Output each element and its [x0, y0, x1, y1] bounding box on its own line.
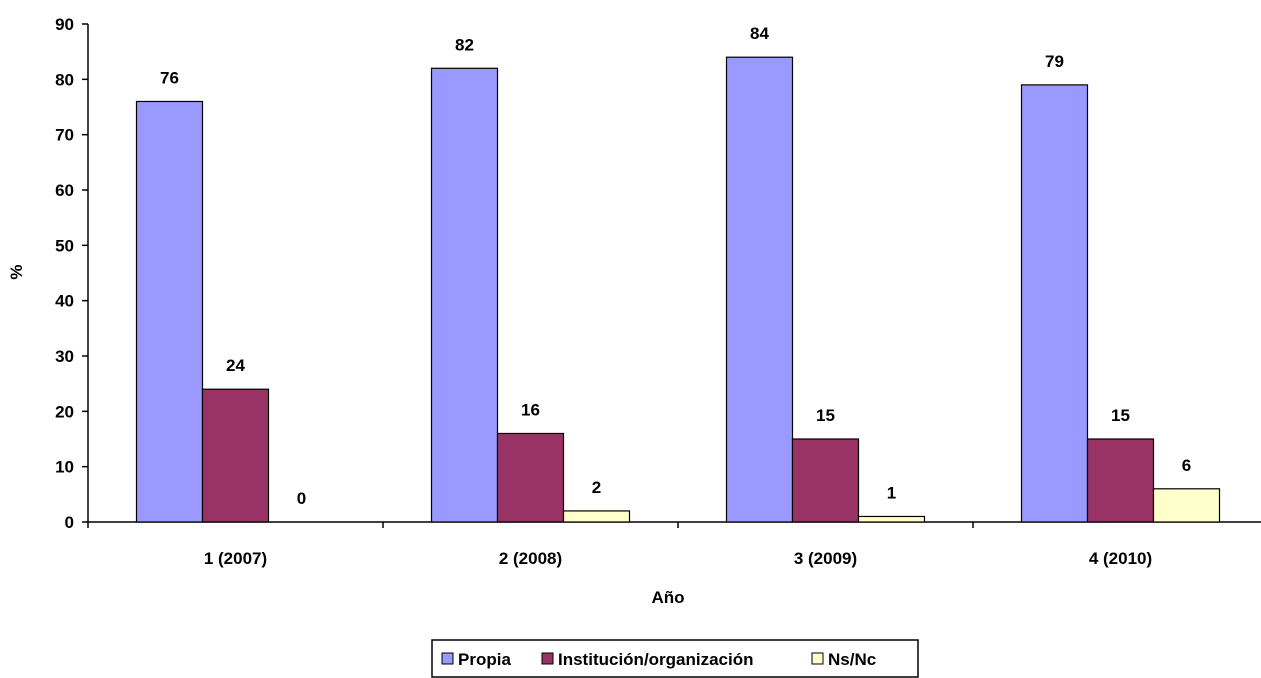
y-tick-label: 80	[55, 70, 74, 89]
data-label-ns-nc: 2	[592, 478, 601, 497]
y-tick-label: 70	[55, 126, 74, 145]
data-label-institucion-organizacion: 16	[521, 400, 540, 419]
legend: Propia Institución/organización Ns/Nc	[431, 639, 919, 678]
y-tick-label: 20	[55, 402, 74, 421]
bar-propia	[135, 100, 204, 523]
y-tick-label: 60	[55, 181, 74, 200]
y-tick-label: 50	[55, 236, 74, 255]
data-label-ns-nc: 6	[1182, 456, 1191, 475]
bar-propia	[725, 56, 794, 523]
data-label-institucion-organizacion: 15	[816, 406, 835, 425]
bar-institucion-organizacion	[496, 432, 565, 523]
legend-box	[431, 639, 919, 678]
bar-ns-nc	[562, 510, 631, 523]
legend-label-ns-nc: Ns/Nc	[828, 650, 876, 669]
y-tick-label: 40	[55, 292, 74, 311]
x-axis-title: Año	[651, 588, 684, 607]
data-label-ns-nc: 1	[887, 483, 896, 502]
bars	[135, 56, 1221, 523]
x-tick-label: 2 (2008)	[499, 549, 562, 568]
bar-institucion-organizacion	[791, 438, 860, 523]
bar-institucion-organizacion	[201, 388, 270, 523]
data-label-institucion-organizacion: 24	[226, 356, 245, 375]
data-label-institucion-organizacion: 15	[1111, 406, 1130, 425]
x-axis: 1 (2007) 2 (2008) 3 (2009) 4 (2010)	[87, 521, 1261, 568]
data-label-propia: 82	[455, 35, 474, 54]
y-axis: 0 10 20 30 40 50 60 70 80 90	[55, 15, 89, 532]
legend-label-propia: Propia	[458, 650, 511, 669]
y-tick-label: 0	[65, 513, 74, 532]
bar-propia	[430, 67, 499, 523]
x-tick-label: 1 (2007)	[204, 549, 267, 568]
bar-propia	[1020, 84, 1089, 523]
data-label-ns-nc: 0	[297, 489, 306, 508]
legend-swatch-institucion-organizacion	[541, 652, 554, 665]
y-tick-label: 30	[55, 347, 74, 366]
x-tick-label: 4 (2010)	[1089, 549, 1152, 568]
data-label-propia: 76	[160, 68, 179, 87]
y-tick-label: 10	[55, 458, 74, 477]
y-tick-label: 90	[55, 15, 74, 34]
bar-ns-nc	[857, 515, 926, 523]
data-label-propia: 79	[1045, 52, 1064, 71]
legend-swatch-ns-nc	[811, 652, 824, 665]
data-label-propia: 84	[750, 24, 769, 43]
data-labels: 76 24 0 82 16 2 84 15 1 79 15 6	[160, 24, 1191, 508]
legend-label-institucion-organizacion: Institución/organización	[558, 650, 754, 669]
y-axis-title: %	[7, 264, 26, 279]
bar-institucion-organizacion	[1086, 438, 1155, 523]
legend-swatch-propia	[441, 652, 454, 665]
bar-ns-nc	[1152, 488, 1221, 523]
x-tick-label: 3 (2009)	[794, 549, 857, 568]
